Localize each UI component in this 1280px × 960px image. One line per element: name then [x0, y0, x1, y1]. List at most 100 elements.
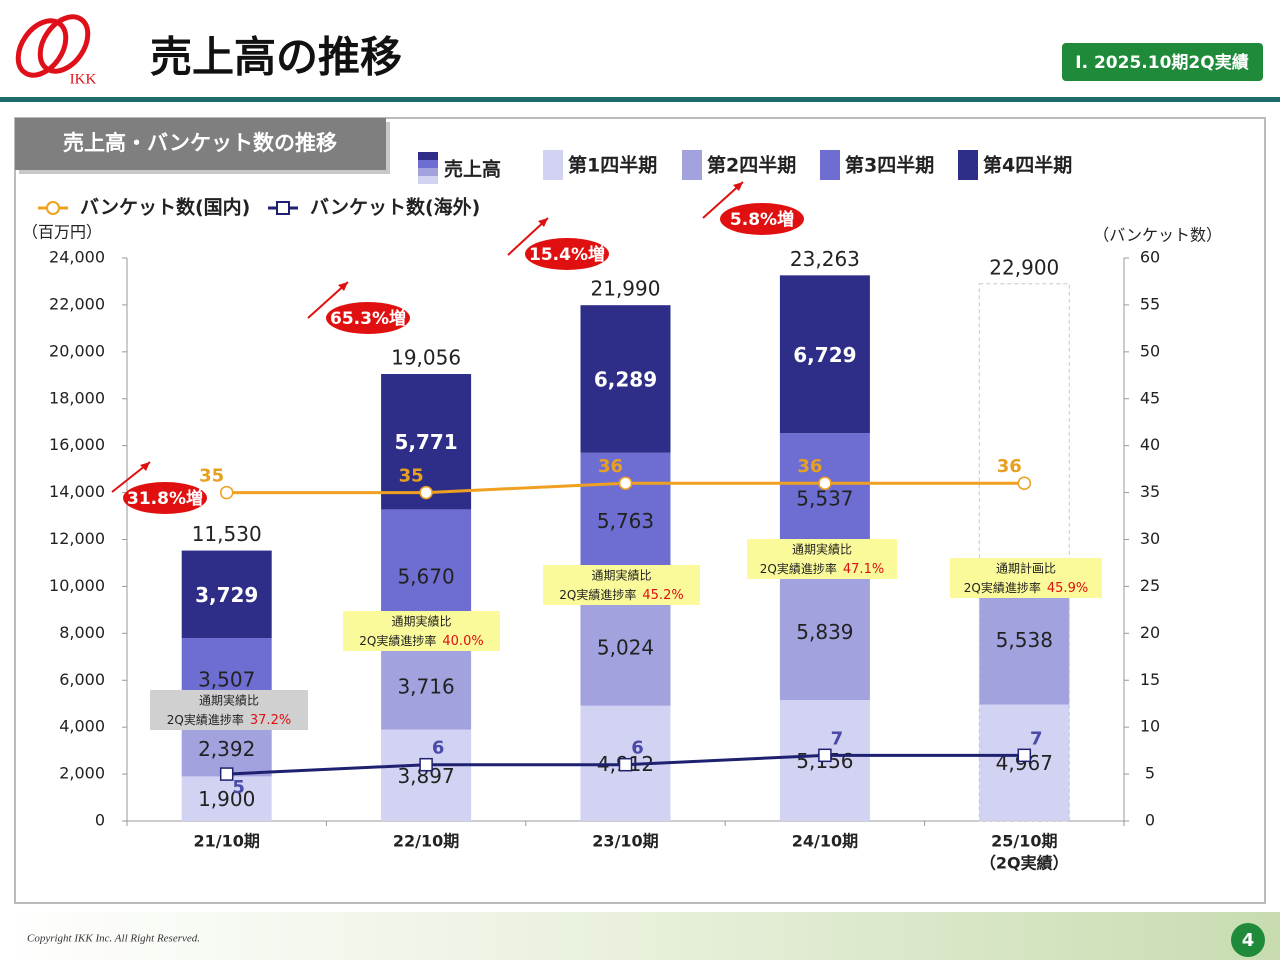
growth-arrowhead — [338, 282, 348, 291]
bar-value-label: 5,771 — [394, 430, 457, 454]
progress-title: 通期実績比 — [591, 568, 651, 583]
legend-label: バンケット数(国内) — [80, 196, 250, 219]
bar-segment — [181, 550, 272, 639]
y-tick-label: 10,000 — [49, 576, 105, 595]
y2-tick-label: 15 — [1140, 670, 1160, 689]
growth-arrowhead — [140, 462, 150, 471]
progress-line: 2Q実績進捗率 45.9% — [964, 580, 1088, 596]
y2-tick-label: 40 — [1140, 435, 1160, 454]
line-value-label: 36 — [997, 456, 1022, 477]
bar-value-label: 3,729 — [195, 583, 258, 607]
progress-rate: 47.1% — [843, 562, 884, 577]
bar-segment — [779, 563, 870, 701]
page-title: 売上高の推移 — [150, 33, 402, 82]
y2-axis-label: （バンケット数） — [1093, 226, 1222, 245]
y-tick-label: 12,000 — [49, 529, 105, 548]
page-number: 4 — [1242, 930, 1255, 951]
progress-box — [950, 558, 1102, 598]
y2-tick-label: 45 — [1140, 388, 1160, 407]
x-tick-label: 22/10期 — [393, 832, 459, 851]
line-marker — [419, 485, 433, 500]
x-tick-note: （2Q実績） — [980, 854, 1069, 873]
bar-value-label: 6,289 — [594, 367, 657, 391]
line-marker — [818, 476, 832, 490]
legend-stack-swatch — [418, 160, 438, 168]
progress-label: 2Q実績進捗率 — [167, 712, 244, 727]
y2-tick-label: 30 — [1140, 529, 1160, 548]
bar-segment — [779, 275, 870, 434]
line-marker — [618, 476, 633, 490]
bar-value-label: 5,763 — [597, 509, 654, 533]
legend-stack-swatch — [418, 152, 438, 160]
total-label: 23,263 — [790, 247, 860, 271]
bar-value-label: 5,537 — [796, 487, 853, 511]
total-label: 22,900 — [989, 255, 1059, 279]
line-marker — [1017, 748, 1032, 763]
line-marker — [618, 757, 633, 772]
y2-tick-label: 35 — [1140, 482, 1160, 501]
legend-marker — [276, 201, 290, 215]
y2-tick-label: 0 — [1145, 811, 1155, 830]
legend-label: バンケット数(海外) — [310, 196, 480, 219]
progress-rate: 45.2% — [642, 588, 683, 603]
x-tick-label: 25/10期 — [991, 832, 1057, 851]
y-tick-label: 24,000 — [49, 248, 105, 267]
bar-value-label: 5,670 — [397, 564, 454, 588]
line-value-label: 35 — [399, 466, 424, 487]
legend-stack-label: 売上高 — [444, 158, 501, 181]
growth-label: 5.8%増 — [730, 209, 794, 230]
legend-swatch — [543, 150, 563, 180]
line-value-label: 35 — [199, 466, 224, 487]
bar-segment — [580, 305, 671, 453]
bar-value-label: 5,839 — [796, 620, 853, 644]
total-label: 11,530 — [192, 522, 262, 546]
y-tick-label: 18,000 — [49, 388, 105, 407]
line-value-label: 36 — [598, 456, 623, 477]
total-label: 21,990 — [591, 277, 661, 301]
bar-value-label: 2,392 — [198, 737, 255, 761]
line-value-label: 36 — [797, 456, 822, 477]
progress-rate: 45.9% — [1047, 581, 1088, 596]
bar-value-label: 5,024 — [597, 635, 654, 659]
logo: IKK — [15, 14, 97, 87]
logo-text: IKK — [70, 71, 97, 87]
bar-value-label: 5,538 — [996, 628, 1053, 652]
bar-segment — [381, 642, 472, 730]
legend-label: 第2四半期 — [707, 154, 796, 177]
y-tick-label: 8,000 — [59, 623, 105, 642]
progress-line: 2Q実績進捗率 45.2% — [559, 587, 683, 603]
legend-label: 第4四半期 — [983, 154, 1072, 177]
line-marker — [1017, 476, 1032, 490]
progress-title: 通期計画比 — [996, 561, 1056, 576]
y-tick-label: 4,000 — [59, 717, 105, 736]
growth-arrowhead — [733, 182, 743, 191]
line-value-label: 7 — [1030, 728, 1043, 749]
chart-title: 売上高・バンケット数の推移 — [63, 131, 337, 155]
y2-tick-label: 10 — [1140, 717, 1160, 736]
y-tick-label: 14,000 — [49, 482, 105, 501]
progress-box — [343, 611, 500, 651]
badge: Ⅰ. 2025.10期2Q実績 — [1075, 52, 1248, 73]
growth-label: 15.4%増 — [529, 244, 605, 265]
y2-tick-label: 60 — [1140, 248, 1160, 267]
legend-label: 第3四半期 — [845, 154, 934, 177]
progress-label: 2Q実績進捗率 — [964, 580, 1041, 595]
total-outline — [978, 283, 1070, 822]
bar-value-label: 3,507 — [198, 668, 255, 692]
legend-stack-swatch — [418, 176, 438, 184]
growth-label: 31.8%増 — [127, 488, 203, 509]
y-tick-label: 22,000 — [49, 294, 105, 313]
progress-label: 2Q実績進捗率 — [359, 633, 436, 648]
progress-title: 通期実績比 — [391, 614, 451, 629]
y-tick-label: 16,000 — [49, 435, 105, 454]
footer-bg — [0, 912, 1280, 960]
growth-badge — [720, 203, 804, 235]
legend-swatch — [820, 150, 840, 180]
bar-segment — [181, 776, 272, 821]
progress-line: 2Q実績進捗率 47.1% — [760, 561, 884, 577]
legend-swatch — [958, 150, 978, 180]
legend-stack-swatch — [418, 168, 438, 176]
y-axis-label: （百万円） — [22, 223, 102, 242]
growth-badge — [326, 302, 410, 334]
